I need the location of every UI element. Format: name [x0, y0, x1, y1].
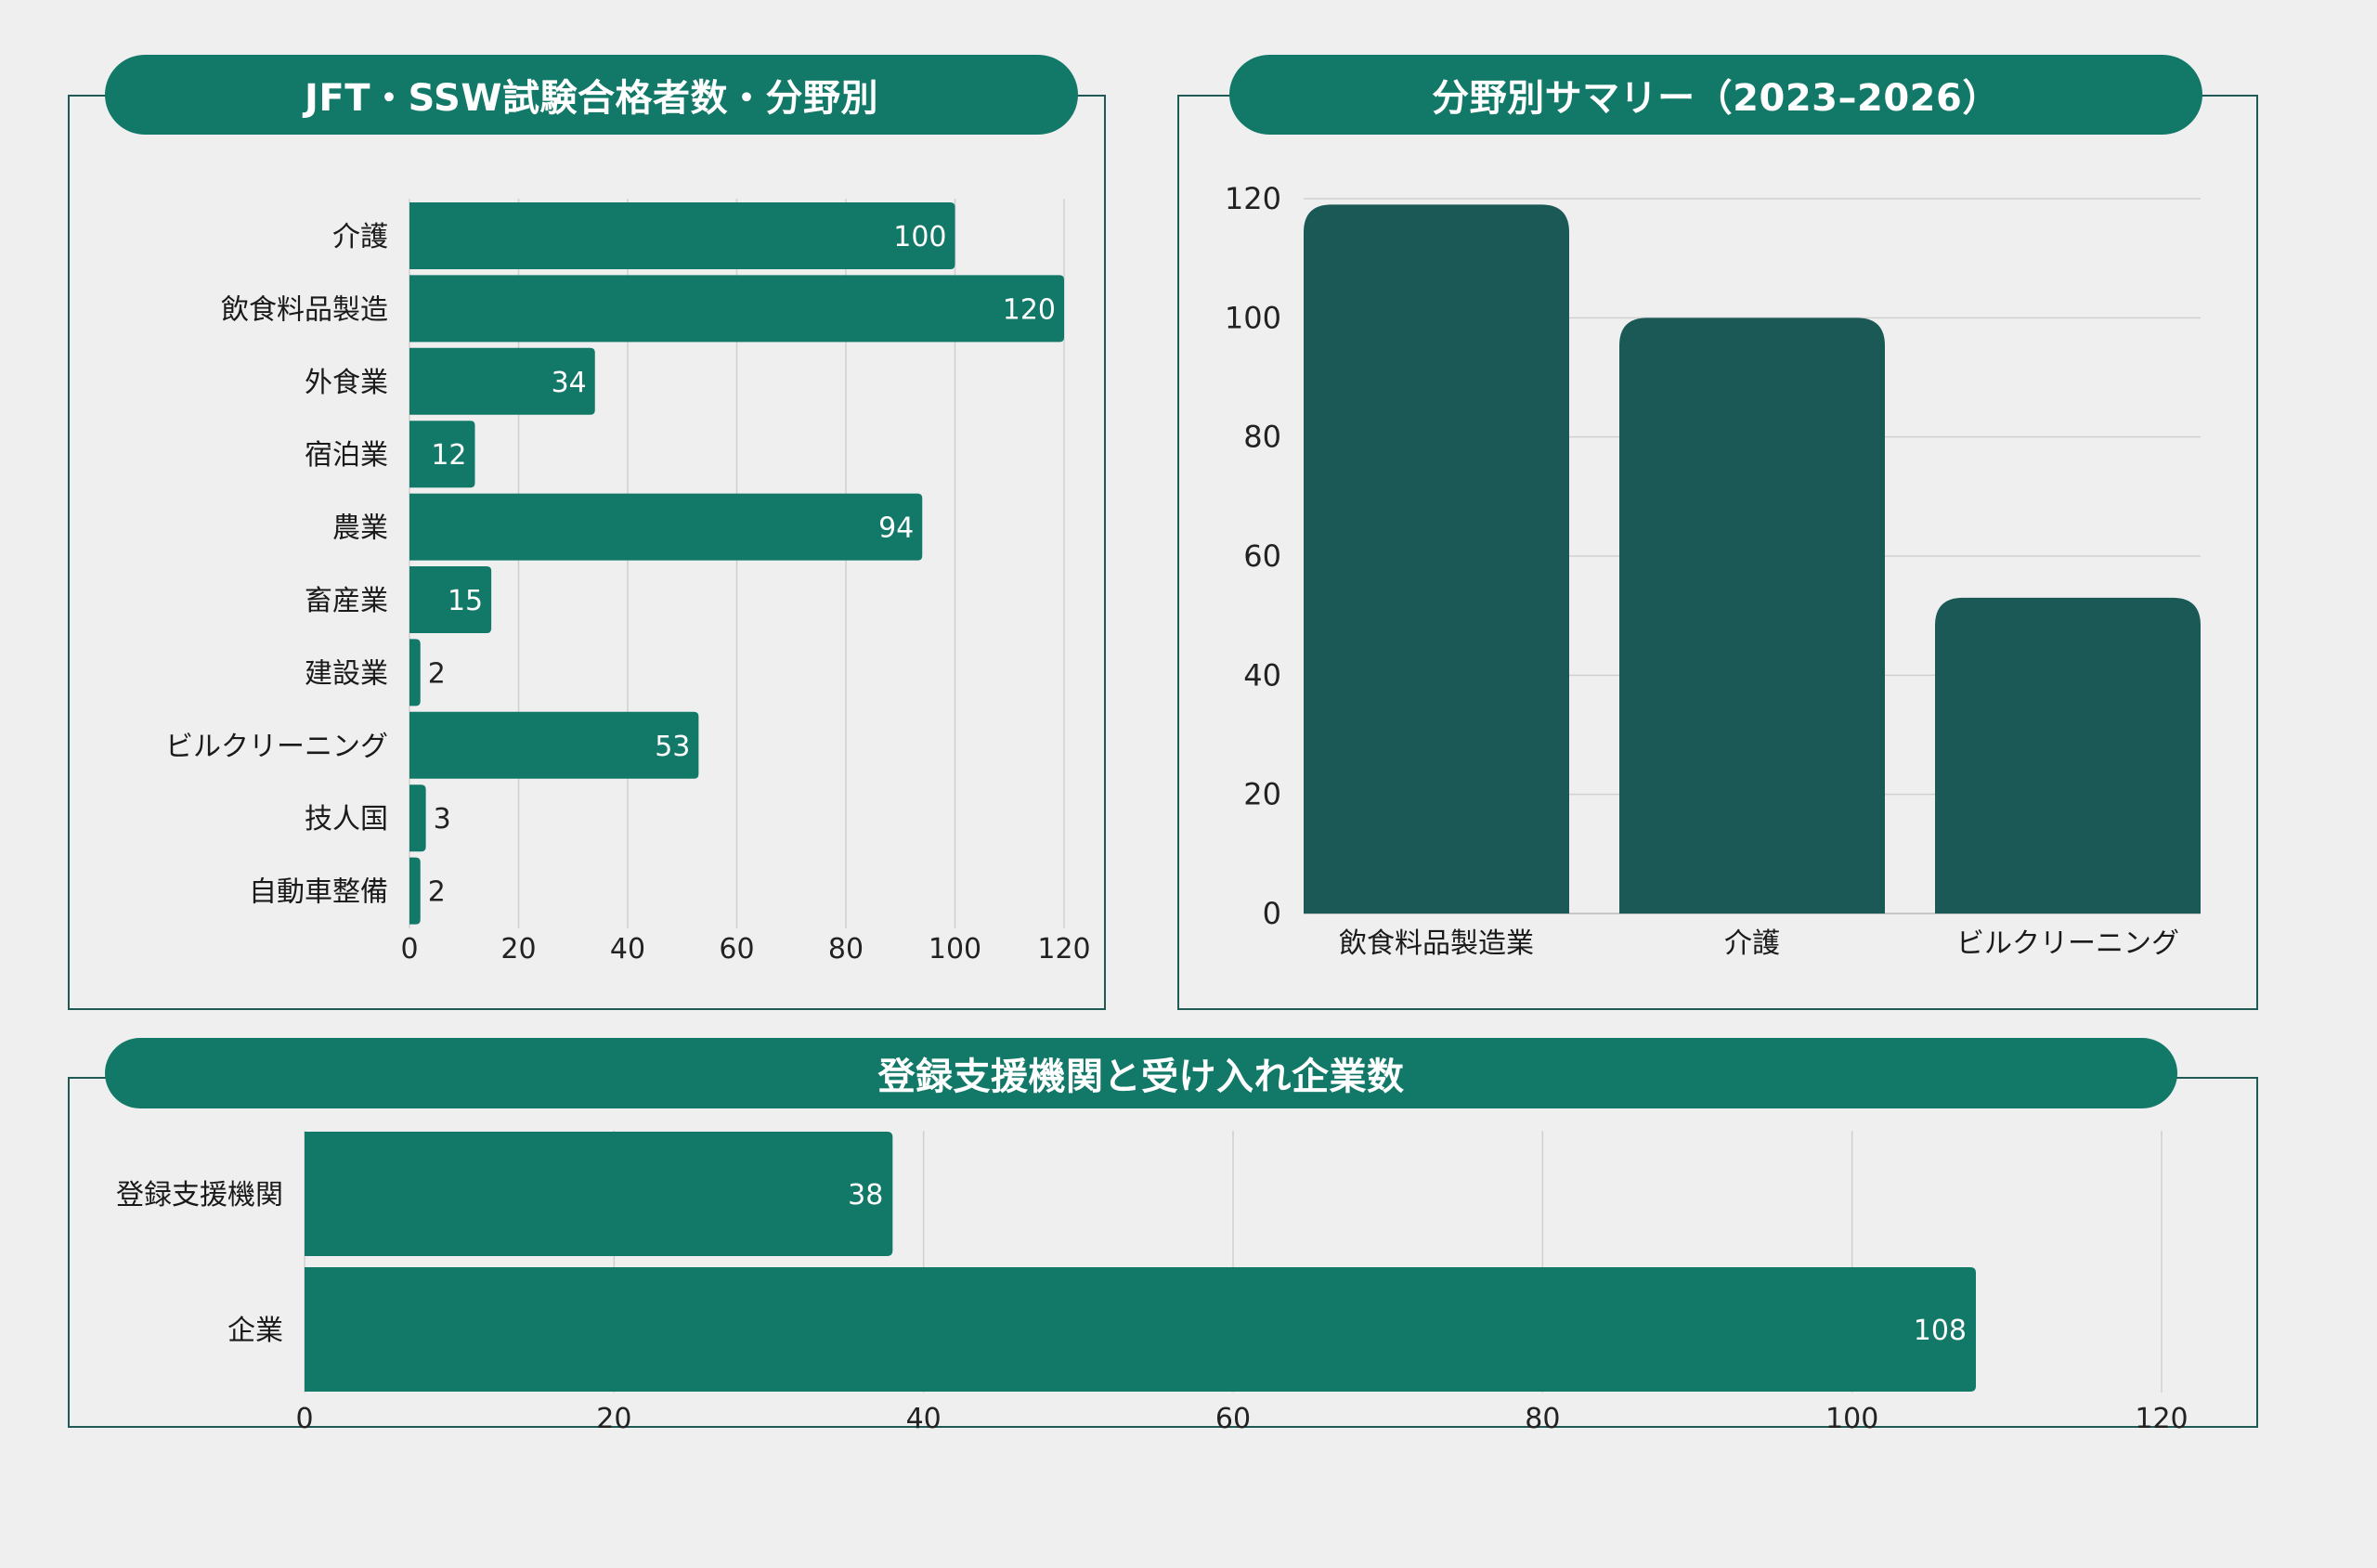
data-label: 34 — [552, 367, 587, 399]
category-label: 農業 — [332, 512, 388, 545]
category-label: 登録支援機関 — [116, 1179, 283, 1212]
category-label: 建設業 — [305, 657, 388, 690]
category-label: 自動車整備 — [249, 876, 388, 909]
category-label: 介護 — [1724, 927, 1780, 960]
data-label: 3 — [434, 803, 451, 836]
bar — [1304, 204, 1569, 914]
data-label: 12 — [431, 439, 466, 472]
chart-title-field-summary: 分野別サマリー（2023–2026） — [1229, 55, 2202, 135]
y-tick-label: 100 — [1225, 300, 1281, 335]
x-tick-label: 100 — [1825, 1403, 1878, 1435]
category-label: ビルクリーニング — [1956, 927, 2179, 960]
data-label: 15 — [448, 585, 483, 617]
category-label: 企業 — [227, 1315, 283, 1347]
category-label: 介護 — [332, 221, 388, 253]
data-label: 2 — [428, 876, 446, 909]
bar — [409, 347, 595, 415]
y-tick-label: 60 — [1243, 538, 1281, 574]
category-label: 外食業 — [305, 367, 388, 399]
category-label: 飲食料品製造業 — [1339, 927, 1534, 960]
data-label: 100 — [893, 221, 946, 253]
y-tick-label: 0 — [1263, 896, 1281, 931]
x-tick-label: 40 — [610, 933, 645, 965]
x-tick-label: 80 — [1525, 1403, 1560, 1435]
category-label: 畜産業 — [305, 585, 388, 617]
bar — [1619, 317, 1885, 914]
x-tick-label: 20 — [596, 1403, 631, 1435]
x-tick-label: 40 — [906, 1403, 942, 1435]
y-tick-label: 40 — [1243, 657, 1281, 693]
bar — [1935, 597, 2201, 914]
data-label: 2 — [428, 657, 446, 690]
data-label: 53 — [655, 731, 690, 763]
x-tick-label: 0 — [295, 1403, 313, 1435]
bar — [409, 202, 955, 269]
y-tick-label: 20 — [1243, 777, 1281, 812]
category-label: 宿泊業 — [305, 439, 388, 472]
bar — [305, 1132, 893, 1256]
category-label: ビルクリーニング — [165, 731, 388, 763]
bar — [409, 566, 492, 633]
category-label: 飲食料品製造 — [221, 293, 388, 326]
x-tick-label: 80 — [828, 933, 864, 965]
data-label: 38 — [848, 1179, 883, 1212]
bar — [305, 1267, 1976, 1392]
bar — [409, 784, 426, 852]
bar — [409, 493, 923, 561]
y-tick-label: 80 — [1243, 420, 1281, 455]
x-tick-label: 100 — [929, 933, 981, 965]
x-tick-label: 120 — [1037, 933, 1090, 965]
x-tick-label: 60 — [1215, 1403, 1251, 1435]
data-label: 108 — [1914, 1315, 1967, 1347]
x-tick-label: 20 — [500, 933, 536, 965]
bar — [409, 275, 1064, 343]
x-tick-label: 60 — [719, 933, 754, 965]
category-label: 技人国 — [305, 803, 388, 836]
y-tick-label: 120 — [1225, 181, 1281, 216]
chart-title-support-orgs-companies: 登録支援機関と受け入れ企業数 — [105, 1038, 2177, 1108]
bar — [409, 639, 421, 706]
data-label: 120 — [1003, 293, 1056, 326]
x-tick-label: 0 — [400, 933, 418, 965]
chart-title-passers-by-field: JFT・SSW試験合格者数・分野別 — [105, 55, 1078, 135]
bar — [409, 421, 475, 488]
data-label: 94 — [878, 512, 914, 545]
bar — [409, 857, 421, 925]
bar — [409, 711, 699, 779]
x-tick-label: 120 — [2135, 1403, 2188, 1435]
